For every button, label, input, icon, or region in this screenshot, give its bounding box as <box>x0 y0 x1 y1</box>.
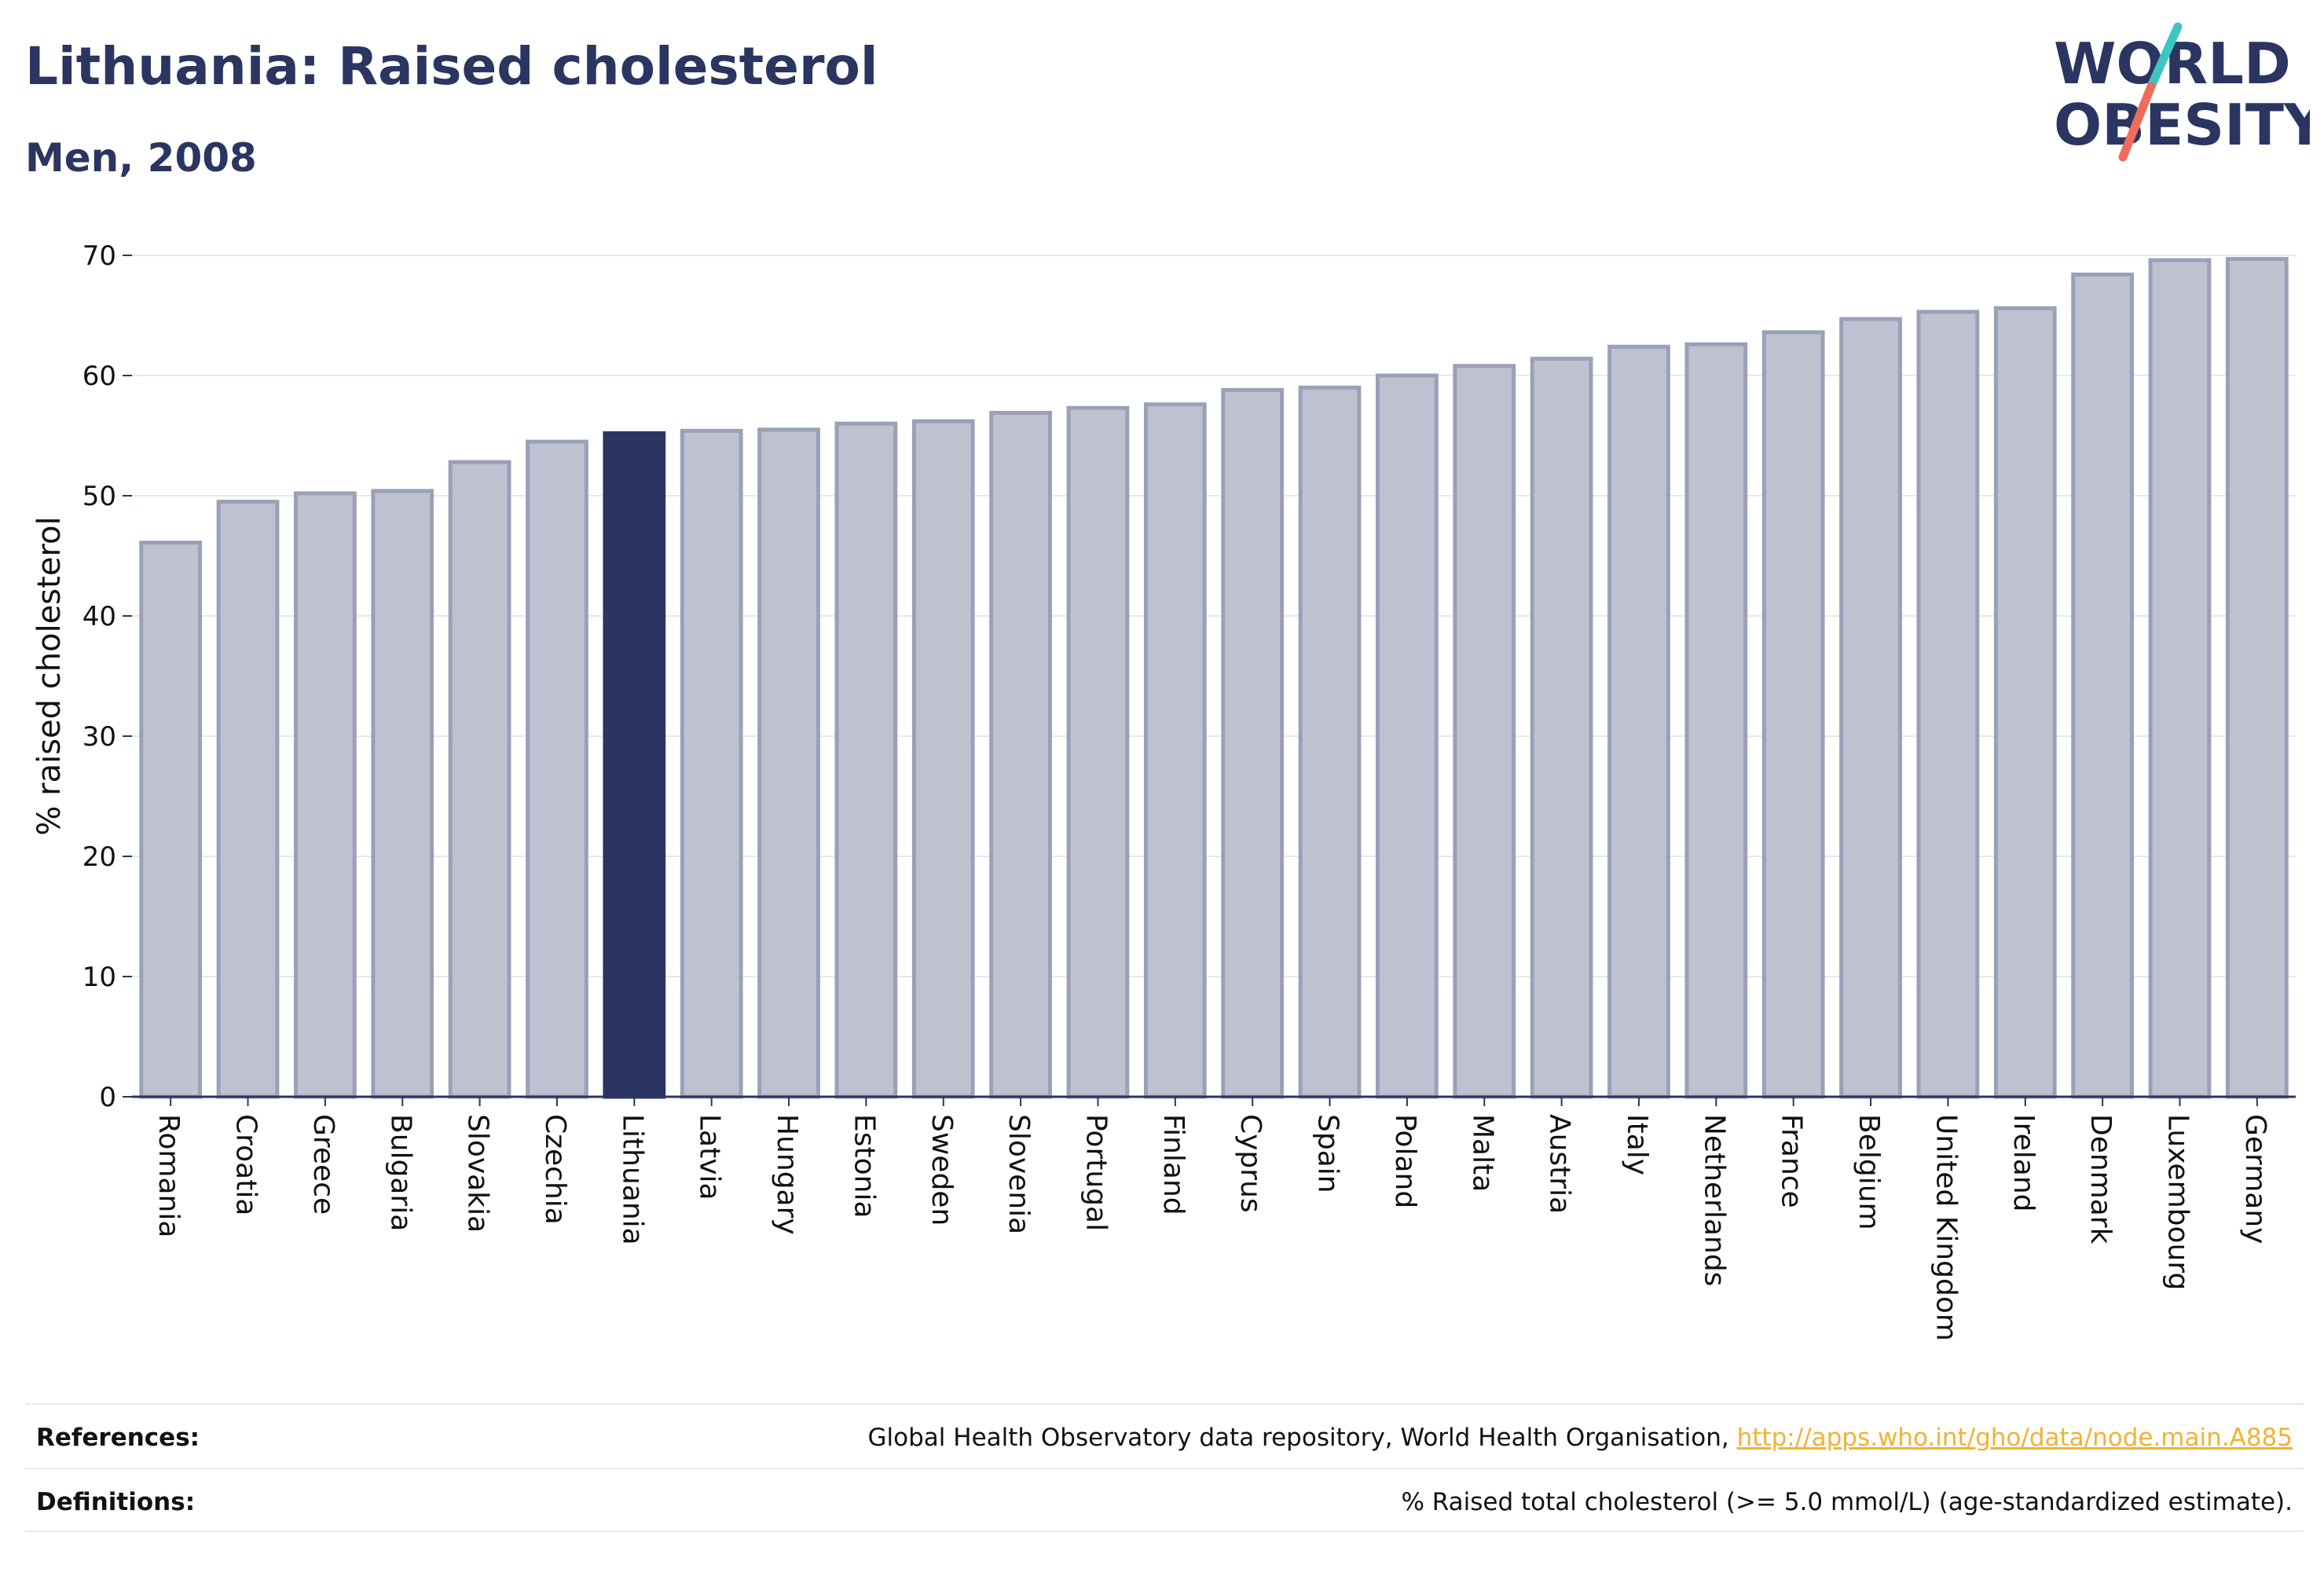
bar-netherlands <box>1684 342 1748 1099</box>
bar-latvia <box>680 428 743 1099</box>
x-tick-label: Portugal <box>1080 1114 1112 1231</box>
bar-slovakia <box>448 460 511 1099</box>
y-tick-label: 70 <box>82 240 116 272</box>
references-row: References: Global Health Observatory da… <box>25 1403 2304 1468</box>
x-tick-label: Slovakia <box>462 1114 494 1233</box>
bars <box>139 257 2289 1099</box>
logo-line2: OBESITY <box>2054 92 2310 158</box>
y-tick-label: 10 <box>82 962 116 993</box>
bar-portugal <box>1066 405 1130 1099</box>
world-obesity-logo: WORLD OBESITY <box>2054 22 2310 162</box>
bar-belgium <box>1839 317 1902 1099</box>
bar-romania <box>139 541 203 1099</box>
bar-cyprus <box>1221 387 1285 1099</box>
definitions-value: % Raised total cholesterol (>= 5.0 mmol/… <box>1401 1488 2293 1516</box>
bar-estonia <box>834 421 898 1099</box>
bar-croatia <box>216 500 280 1099</box>
x-tick-label: Spain <box>1312 1114 1344 1193</box>
y-tick-label: 30 <box>82 721 116 753</box>
bar-germany <box>2225 257 2289 1099</box>
x-tick-label: Netherlands <box>1698 1114 1730 1286</box>
x-tick-label: Germany <box>2239 1114 2271 1244</box>
bar-chart: 0 10 20 30 40 50 60 70 Romania Croatia Greece Bulga… <box>31 240 2296 1341</box>
definitions-label: Definitions: <box>36 1488 196 1516</box>
x-tick-label: Slovenia <box>1003 1114 1035 1234</box>
x-tick-label: Poland <box>1389 1114 1421 1208</box>
bar-denmark <box>2071 272 2134 1099</box>
logo-slash-coral <box>2118 82 2156 162</box>
x-tick-label: Czechia <box>539 1114 571 1225</box>
labels: 0 10 20 30 40 50 60 70 Romania Croatia Greece Bulga… <box>31 240 2271 1341</box>
bar-czechia <box>526 439 588 1099</box>
x-tick-label: Latvia <box>694 1114 726 1200</box>
y-tick-label: 50 <box>82 481 116 512</box>
bar-hungary <box>757 427 820 1099</box>
x-tick-label: United Kingdom <box>1930 1114 1962 1341</box>
x-tick-label: Croatia <box>230 1114 262 1215</box>
x-tick-label: Greece <box>307 1114 339 1215</box>
bar-ireland <box>1993 306 2057 1099</box>
x-tick-label: Austria <box>1544 1114 1576 1214</box>
x-tick-label: Lithuania <box>616 1114 648 1245</box>
references-value: Global Health Observatory data repositor… <box>868 1424 2293 1452</box>
bar-united-kingdom <box>1916 310 1980 1099</box>
x-tick-label: Italy <box>1621 1114 1653 1175</box>
y-tick-label: 60 <box>82 361 116 392</box>
footer-divider <box>25 1530 2304 1532</box>
y-axis-label: % raised cholesterol <box>31 516 68 835</box>
x-tick-label: Hungary <box>771 1114 803 1235</box>
axes <box>123 255 2296 1106</box>
bar-malta <box>1453 364 1516 1099</box>
x-tick-label: Bulgaria <box>384 1114 416 1231</box>
page-title: Lithuania: Raised cholesterol <box>25 36 878 97</box>
x-tick-label: Sweden <box>926 1114 958 1226</box>
x-tick-label: Cyprus <box>1234 1114 1266 1213</box>
y-tick-label: 0 <box>99 1082 116 1113</box>
bar-lithuania <box>603 431 666 1099</box>
bar-poland <box>1376 373 1439 1099</box>
x-tick-label: Belgium <box>1853 1114 1885 1230</box>
bar-bulgaria <box>371 489 434 1099</box>
bar-luxembourg <box>2148 258 2212 1099</box>
definitions-row: Definitions: % Raised total cholesterol … <box>25 1468 2304 1532</box>
x-tick-label: Ireland <box>2007 1114 2040 1212</box>
page-subtitle: Men, 2008 <box>25 135 257 181</box>
bar-slovenia <box>989 410 1052 1099</box>
bar-finland <box>1143 402 1207 1099</box>
logo-slash-teal <box>2146 22 2183 91</box>
bar-italy <box>1607 344 1670 1099</box>
x-tick-label: Malta <box>1466 1114 1498 1192</box>
references-label: References: <box>36 1424 200 1452</box>
references-link[interactable]: http://apps.who.int/gho/data/node.main.A… <box>1736 1424 2293 1452</box>
x-tick-label: Luxembourg <box>2161 1114 2194 1290</box>
references-text: Global Health Observatory data repositor… <box>867 1424 1737 1452</box>
bar-greece <box>294 491 357 1099</box>
y-tick-label: 40 <box>82 601 116 632</box>
x-tick-label: Romania <box>152 1114 185 1237</box>
bar-austria <box>1530 357 1593 1099</box>
bar-france <box>1761 330 1825 1099</box>
x-tick-label: Denmark <box>2084 1114 2117 1244</box>
x-tick-label: Finland <box>1157 1114 1189 1215</box>
bar-spain <box>1298 385 1362 1099</box>
y-tick-label: 20 <box>82 841 116 873</box>
x-tick-label: Estonia <box>848 1114 880 1219</box>
x-tick-label: France <box>1776 1114 1808 1208</box>
bar-sweden <box>911 419 975 1099</box>
